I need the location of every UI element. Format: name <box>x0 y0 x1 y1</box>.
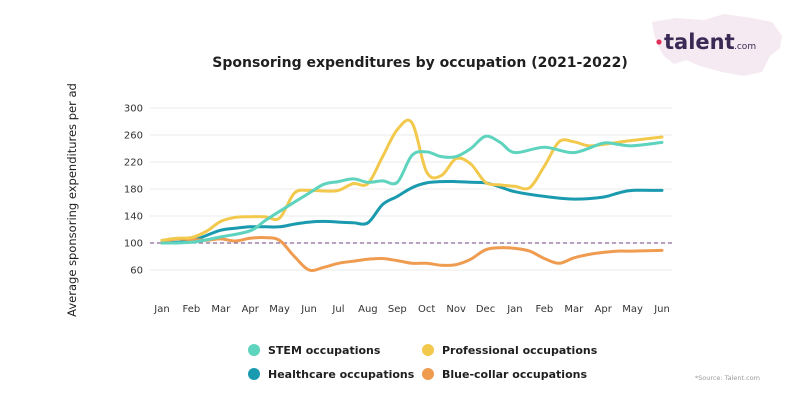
y-tick-label: 100 <box>124 239 143 250</box>
x-tick-label: Jan <box>153 304 169 315</box>
y-tick-label: 300 <box>124 104 143 115</box>
y-tick-label: 180 <box>124 185 143 196</box>
series-line-0 <box>160 134 664 245</box>
legend-label: STEM occupations <box>268 344 381 357</box>
x-tick-label: Oct <box>418 304 435 315</box>
series-lines <box>160 118 664 272</box>
y-axis-ticks: 60 100 140 180 220 260 300 <box>124 104 143 277</box>
legend-swatch <box>248 344 260 356</box>
y-tick-label: 140 <box>124 212 143 223</box>
x-tick-label: Mar <box>564 304 584 315</box>
y-tick-label: 260 <box>124 131 143 142</box>
y-tick-label: 220 <box>124 158 143 169</box>
logo-wordmark: talent <box>664 30 735 54</box>
x-tick-label: Jan <box>506 304 522 315</box>
y-axis-label: Average sponsoring expenditures per ad <box>65 83 79 317</box>
legend-swatch <box>248 368 260 380</box>
chart-title: Sponsoring expenditures by occupation (2… <box>212 55 627 71</box>
x-tick-label: Dec <box>476 304 495 315</box>
talent-logo: talent .com <box>652 14 782 76</box>
usa-map-watermark <box>652 14 782 76</box>
series-line-1 <box>160 118 664 242</box>
legend-label: Blue-collar occupations <box>442 368 587 381</box>
legend: STEM occupations Professional occupations… <box>248 344 598 381</box>
x-tick-label: Apr <box>242 304 260 315</box>
x-tick-label: Feb <box>535 304 553 315</box>
x-tick-label: Nov <box>446 304 466 315</box>
x-tick-label: Mar <box>211 304 231 315</box>
x-tick-label: Apr <box>595 304 613 315</box>
x-tick-label: Jun <box>300 304 317 315</box>
x-tick-label: Feb <box>183 304 201 315</box>
x-tick-label: May <box>622 304 643 315</box>
x-tick-label: Sep <box>388 304 407 315</box>
x-tick-label: Aug <box>358 304 378 315</box>
y-tick-label: 60 <box>130 266 143 277</box>
legend-label: Professional occupations <box>442 344 598 357</box>
logo-suffix: .com <box>734 42 756 52</box>
legend-swatch <box>422 344 434 356</box>
x-axis-ticks: Jan Feb Mar Apr May Jun Jul Aug Sep Oct Nov Dec Jan F… <box>153 304 670 315</box>
logo-dot <box>656 39 662 45</box>
source-note: *Source: Talent.com <box>695 374 760 382</box>
legend-swatch <box>422 368 434 380</box>
series-line-3 <box>160 235 664 272</box>
x-tick-label: May <box>269 304 290 315</box>
series-line-2 <box>160 179 664 245</box>
x-tick-label: Jun <box>653 304 670 315</box>
legend-label: Healthcare occupations <box>268 368 415 381</box>
x-tick-label: Jul <box>331 304 344 315</box>
